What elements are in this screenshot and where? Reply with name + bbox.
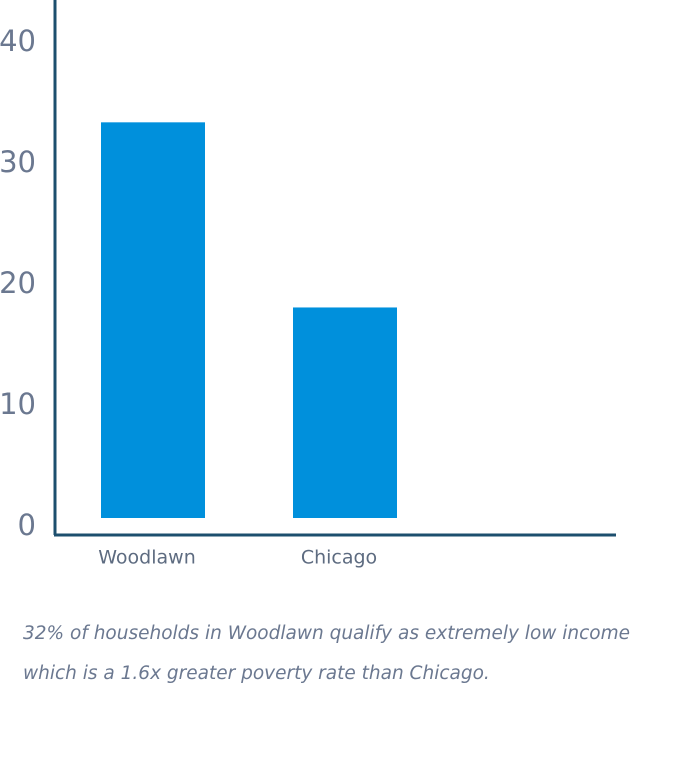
bar bbox=[101, 122, 205, 518]
caption: which is a 1.6x greater poverty rate tha… bbox=[23, 663, 490, 684]
y-tick-label: 10 bbox=[0, 387, 36, 421]
y-tick-label: 40 bbox=[0, 24, 36, 58]
caption: 32% of households in Woodlawn qualify as… bbox=[23, 623, 630, 644]
y-tick-label: 30 bbox=[0, 145, 36, 179]
y-tick-label: 20 bbox=[0, 266, 36, 300]
x-tick-label: Chicago bbox=[301, 547, 377, 569]
y-tick-label: 0 bbox=[18, 508, 36, 542]
x-tick-label: Woodlawn bbox=[98, 547, 196, 569]
bar bbox=[293, 307, 397, 518]
